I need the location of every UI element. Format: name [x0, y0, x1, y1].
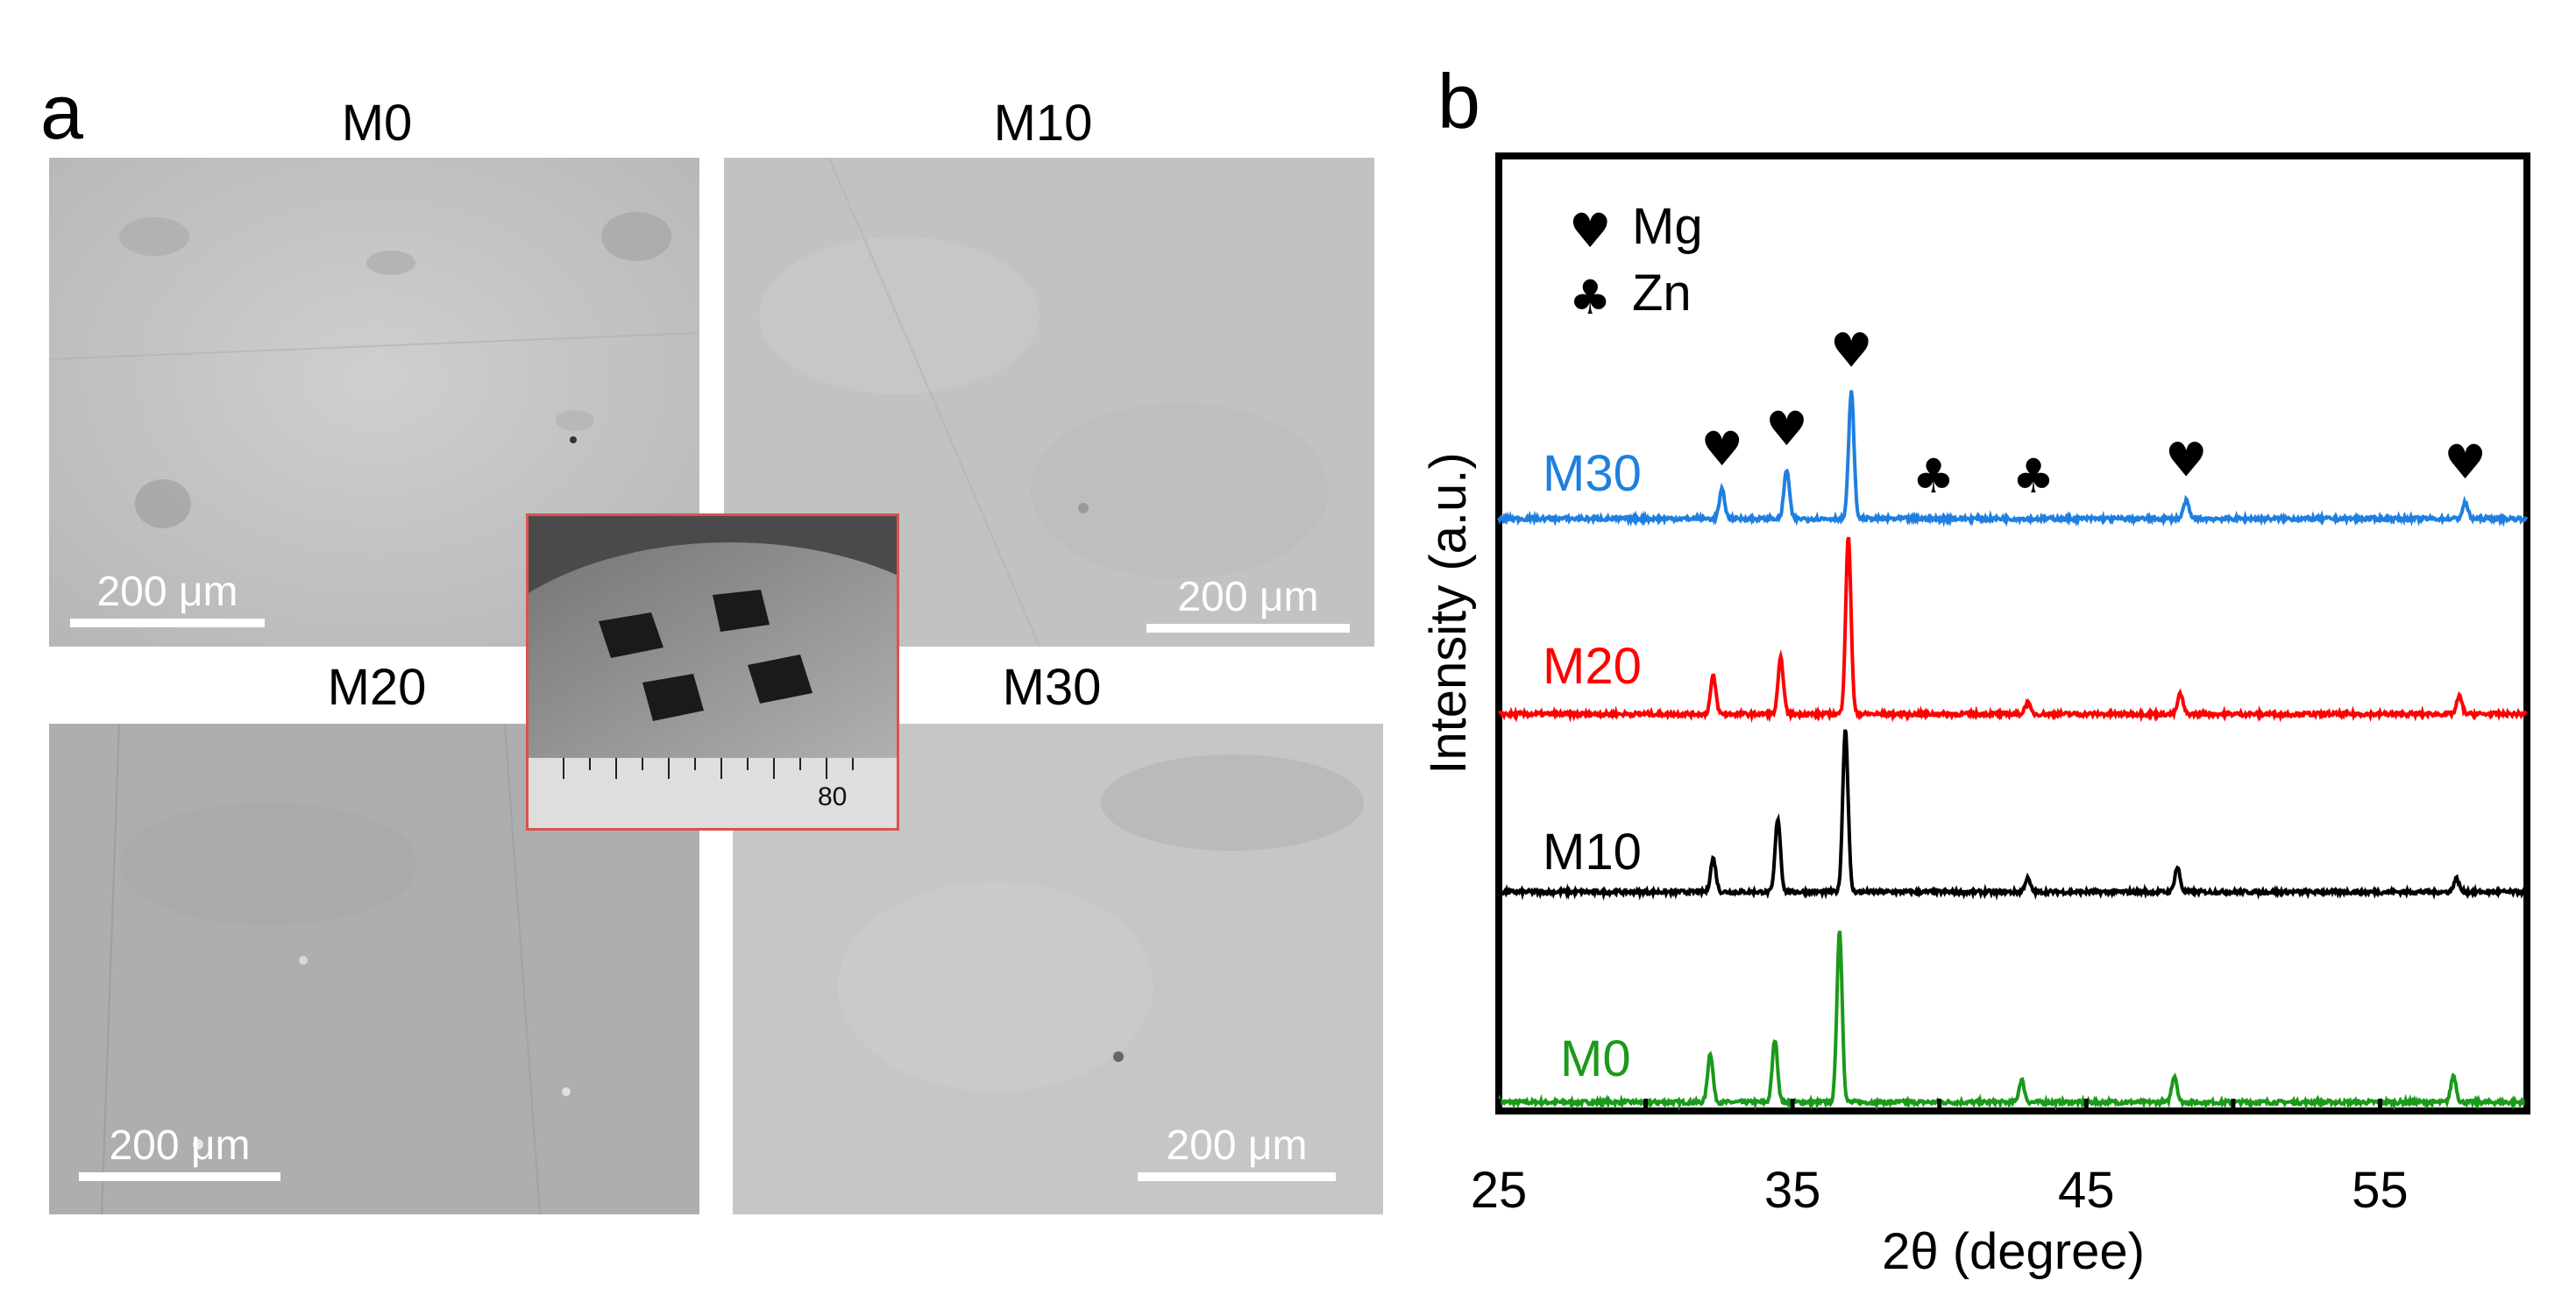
inset-ruler-label: 80 [818, 782, 847, 811]
sem-image-m10 [724, 158, 1374, 647]
mg-peak-marker: ♥ [2444, 435, 2486, 490]
panel-b-label: b [1437, 58, 1480, 145]
zn-peak-marker: ♣ [1912, 449, 1955, 504]
x-tick-label: 55 [2352, 1162, 2409, 1219]
scale-bar-label: 200 μm [1166, 1122, 1308, 1169]
scale-bar-line [79, 1172, 280, 1181]
scale-bar-m30: 200 μm [1138, 1111, 1336, 1181]
legend-label-mg: Mg [1632, 198, 1703, 255]
legend-symbol-zn: ♣ [1569, 270, 1611, 325]
scale-bar-line [1138, 1172, 1336, 1181]
series-label-m30: M30 [1543, 445, 1642, 502]
legend-label-zn: Zn [1632, 265, 1692, 322]
series-line-m30 [1497, 390, 2529, 527]
scale-bar-label: 200 μm [96, 569, 238, 615]
plot-frame [1495, 152, 2530, 1114]
sem-title-m10: M10 [993, 95, 1093, 152]
x-axis-label: 2θ (degree) [1882, 1223, 2145, 1280]
sem-title-m20: M20 [327, 659, 427, 716]
x-tick-label: 35 [1764, 1162, 1821, 1219]
scale-bar-label: 200 μm [1177, 574, 1319, 620]
scale-bar-line [70, 619, 265, 627]
series-label-m0: M0 [1560, 1030, 1631, 1087]
scale-bar-label: 200 μm [109, 1122, 251, 1169]
series-line-m0 [1497, 931, 2529, 1112]
legend-symbol-mg: ♥ [1569, 203, 1611, 258]
scale-bar-m0: 200 μm [70, 557, 265, 627]
scale-bar-m10: 200 μm [1146, 563, 1350, 633]
zn-peak-marker: ♣ [2012, 449, 2054, 504]
sem-title-m0: M0 [341, 95, 413, 152]
series-line-m20 [1497, 536, 2528, 724]
series-line-m10 [1497, 729, 2528, 902]
x-tick-label: 25 [1471, 1162, 1528, 1219]
sem-image-m30 [733, 724, 1383, 1214]
sem-title-m30: M30 [1002, 659, 1102, 716]
mg-peak-marker: ♥ [1765, 401, 1807, 456]
mg-peak-marker: ♥ [1700, 421, 1742, 477]
mg-peak-marker: ♥ [1830, 323, 1872, 379]
series-label-m20: M20 [1543, 638, 1642, 695]
scale-bar-m20: 200 μm [79, 1111, 280, 1181]
mg-peak-marker: ♥ [2165, 433, 2207, 488]
x-tick-label: 45 [2058, 1162, 2115, 1219]
inset-sample-photo: 80 [526, 513, 899, 831]
scale-bar-line [1146, 624, 1350, 633]
y-axis-label: Intensity (a.u.) [1420, 452, 1477, 774]
panel-a-label: a [40, 68, 83, 155]
series-label-m10: M10 [1543, 824, 1642, 881]
